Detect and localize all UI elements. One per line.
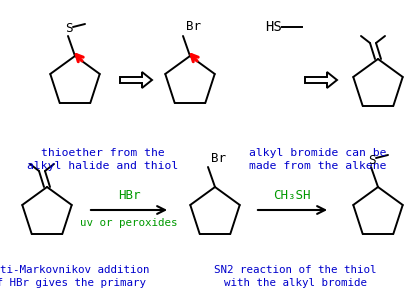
Text: HS: HS <box>265 20 282 34</box>
Text: HBr: HBr <box>118 189 140 202</box>
Text: alkyl bromide can be
made from the alkene: alkyl bromide can be made from the alken… <box>249 148 387 171</box>
Text: thioether from the
alkyl halide and thiol: thioether from the alkyl halide and thio… <box>27 148 178 171</box>
Text: S: S <box>65 22 73 36</box>
Text: CH₃SH: CH₃SH <box>273 189 311 202</box>
Text: SN2 reaction of the thiol
with the alkyl bromide: SN2 reaction of the thiol with the alkyl… <box>214 265 376 288</box>
Text: anti-Markovnikov addition
of HBr gives the primary
bromide: anti-Markovnikov addition of HBr gives t… <box>0 265 149 291</box>
Polygon shape <box>305 72 337 88</box>
Text: S: S <box>368 153 376 166</box>
Text: Br: Br <box>211 152 226 164</box>
Text: Br: Br <box>186 20 201 33</box>
Polygon shape <box>120 72 152 88</box>
Text: uv or peroxides: uv or peroxides <box>80 218 178 228</box>
